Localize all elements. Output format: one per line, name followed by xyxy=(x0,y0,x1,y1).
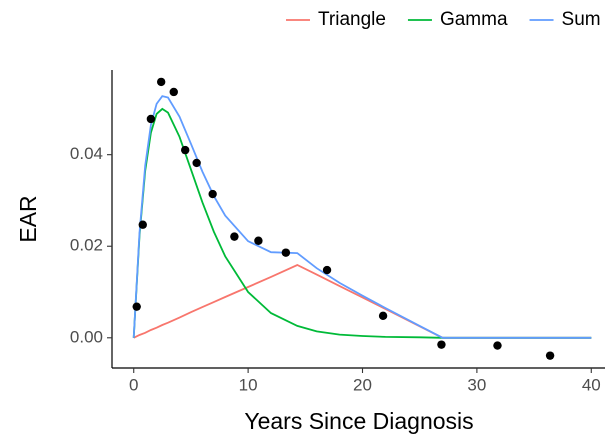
data-point xyxy=(132,302,141,311)
x-axis-title: Years Since Diagnosis xyxy=(244,408,473,434)
series-line xyxy=(132,95,592,339)
data-point xyxy=(378,311,388,321)
data-point xyxy=(208,189,217,199)
data-point xyxy=(181,145,190,155)
data-point xyxy=(169,87,178,97)
data-point xyxy=(322,265,332,275)
data-point xyxy=(437,340,446,349)
x-tick-label: 20 xyxy=(353,375,372,394)
y-tick-label: 0.02 xyxy=(70,236,103,255)
legend-label: Gamma xyxy=(440,9,508,30)
series-line xyxy=(133,264,592,339)
series-line xyxy=(132,107,592,339)
y-tick-label: 0.04 xyxy=(70,144,103,163)
x-tick-label: 30 xyxy=(467,375,486,394)
x-tick-label: 10 xyxy=(239,375,258,394)
data-point xyxy=(156,77,166,87)
data-point xyxy=(192,158,201,168)
y-axis-title: EAR xyxy=(15,195,41,242)
x-tick-label: 0 xyxy=(129,375,138,394)
legend-label: Sum xyxy=(562,9,601,30)
x-tick-label: 40 xyxy=(582,375,601,394)
data-point xyxy=(230,232,239,241)
data-point xyxy=(146,114,156,124)
data-point xyxy=(254,236,263,245)
legend-label: Triangle xyxy=(318,9,386,30)
data-point xyxy=(493,341,502,350)
y-tick-label: 0.00 xyxy=(70,327,103,346)
data-point xyxy=(281,248,291,257)
data-point xyxy=(545,351,555,360)
data-point xyxy=(138,220,147,229)
